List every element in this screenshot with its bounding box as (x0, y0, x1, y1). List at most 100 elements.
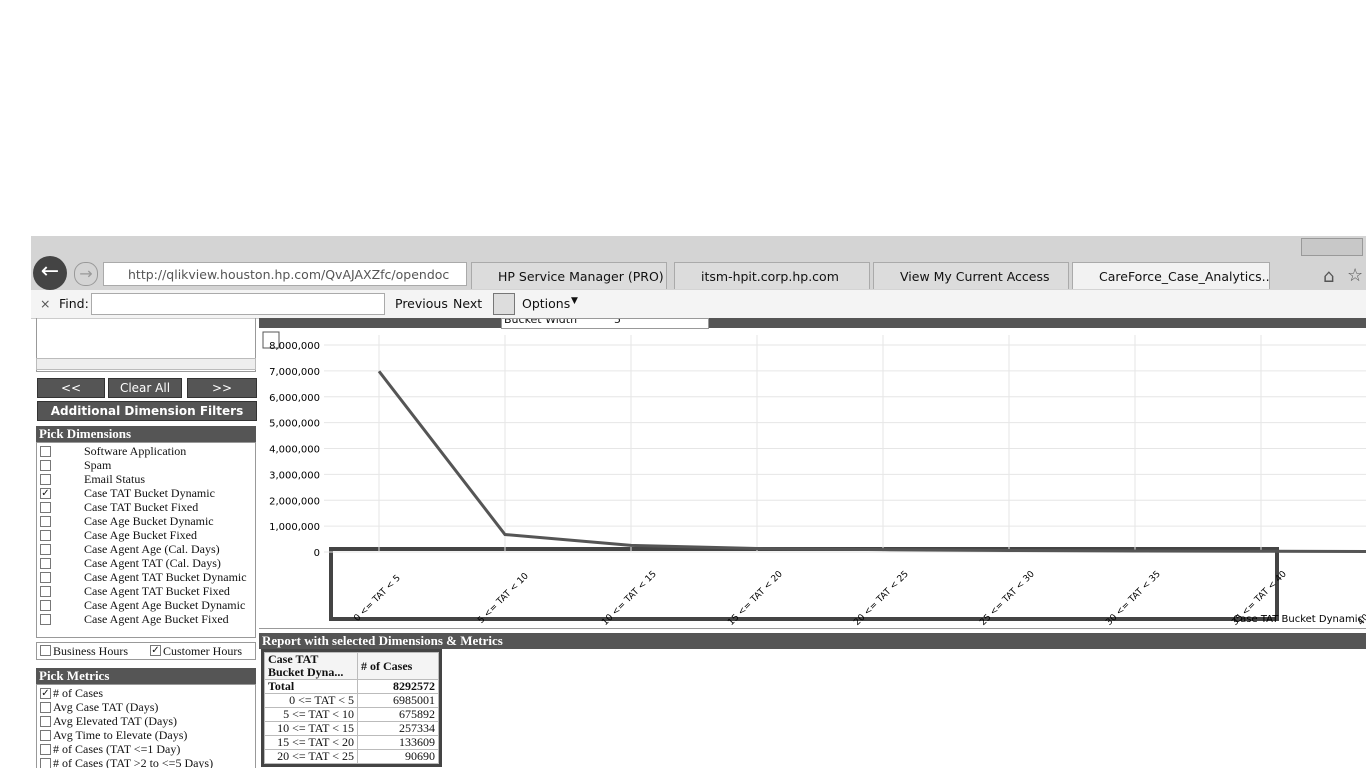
list-item[interactable]: Software Application (84, 444, 187, 458)
checkbox[interactable] (40, 600, 51, 611)
checkbox[interactable] (40, 614, 51, 625)
listbox (36, 318, 256, 372)
list-item[interactable]: Avg Elevated TAT (Days) (53, 714, 178, 728)
browser-tab[interactable]: View My Current Access (873, 262, 1069, 289)
additional-filters[interactable]: Additional Dimension Filters (37, 401, 257, 421)
checkbox[interactable] (40, 460, 51, 471)
checkbox[interactable] (40, 744, 51, 755)
list-item[interactable]: Case Agent Age (Cal. Days) (84, 542, 220, 556)
find-previous[interactable]: Previous (395, 296, 448, 311)
data-row: 20 <= TAT < 25 90690 (264, 749, 439, 764)
metric-list: ✓ # of Cases Avg Case TAT (Days) Avg Elevat… (36, 684, 256, 768)
window-controls[interactable] (1301, 238, 1363, 256)
chart-panel: Case TAT Bucket Dynamic 0 1,000,000 2,000,… (259, 318, 1366, 629)
report-table-frame: Case TAT Bucket Dyna... # of Cases Total 82… (261, 649, 442, 767)
checkbox[interactable] (40, 516, 51, 527)
nav-next[interactable]: >> (187, 378, 257, 398)
list-item[interactable]: Email Status (84, 472, 145, 486)
find-next[interactable]: Next (453, 296, 483, 311)
y-tick-label: 7,000,000 (269, 367, 320, 378)
browser-tab[interactable]: HP Service Manager (PRO) (471, 262, 667, 289)
data-line (377, 370, 1366, 553)
list-item[interactable]: # of Cases (TAT >2 to <=5 Days) (53, 756, 214, 768)
checkbox[interactable] (40, 530, 51, 541)
dimension-list: Software Application Spam Email Status ✓ Cas… (36, 442, 256, 638)
list-item[interactable]: Case Agent TAT Bucket Dynamic (84, 570, 247, 584)
favorites-icon[interactable]: ☆ (1347, 265, 1364, 286)
list-item[interactable]: Case TAT Bucket Dynamic (84, 486, 215, 500)
checkbox[interactable] (40, 645, 51, 656)
chart-type-icon[interactable] (262, 331, 280, 349)
cell: Total (264, 679, 358, 694)
checkbox[interactable] (40, 702, 51, 713)
x-axis-title: Case TAT Bucket Dynamic (1233, 614, 1363, 625)
checkbox[interactable] (40, 586, 51, 597)
nav-prev[interactable]: << (37, 378, 105, 398)
x-tick-label: 0 <= TAT < 5 (352, 573, 402, 623)
chart: Case TAT Bucket Dynamic 0 1,000,000 2,000,… (259, 318, 1366, 628)
checkbox[interactable] (40, 544, 51, 555)
highlight-box (329, 547, 1279, 621)
find-options[interactable]: Options (522, 296, 571, 311)
cell: 15 <= TAT < 20 (264, 735, 358, 750)
find-input[interactable] (91, 293, 385, 315)
popup-label: Bucket Width (504, 318, 578, 326)
checkbox[interactable]: ✓ (40, 688, 51, 699)
forward-button[interactable]: → (74, 262, 98, 286)
list-item[interactable]: Case Agent TAT (Cal. Days) (84, 556, 221, 570)
list-item[interactable]: # of Cases (53, 686, 103, 700)
cell: 257334 (357, 721, 439, 736)
checkbox[interactable] (40, 730, 51, 741)
address-bar[interactable]: http://qlikview.houston.hp.com/QvAJAXZfc… (103, 262, 467, 286)
list-item[interactable]: Avg Case TAT (Days) (53, 700, 159, 714)
clear-all[interactable]: Clear All (108, 378, 182, 398)
list-item[interactable]: Case Agent Age Bucket Dynamic (84, 598, 246, 612)
cell: 8292572 (357, 679, 439, 694)
browser-tab[interactable]: itsm-hpit.corp.hp.com (674, 262, 870, 289)
y-tick-label: 1,000,000 (269, 522, 320, 533)
checkbox[interactable] (40, 558, 51, 569)
list-item[interactable]: Spam (84, 458, 112, 472)
header-cell: Case TAT Bucket Dyna... (264, 652, 358, 680)
checkbox[interactable] (40, 758, 51, 768)
back-button[interactable]: ← (33, 256, 67, 290)
y-tick-label: 2,000,000 (269, 496, 320, 507)
checkbox[interactable] (40, 502, 51, 513)
checkbox[interactable] (40, 572, 51, 583)
list-item[interactable]: # of Cases (TAT <=1 Day) (53, 742, 181, 756)
highlight-button[interactable] (493, 293, 515, 315)
checkbox[interactable] (40, 474, 51, 485)
list-item[interactable]: Case Age Bucket Dynamic (84, 514, 214, 528)
home-icon[interactable]: ⌂ (1323, 266, 1335, 287)
hours-option[interactable]: Customer Hours (163, 644, 242, 658)
data-row: 15 <= TAT < 20 133609 (264, 735, 439, 750)
cell: 20 <= TAT < 25 (264, 749, 358, 764)
checkbox[interactable] (40, 446, 51, 457)
close-find[interactable]: × (40, 296, 51, 311)
popup: Bucket Width 5 (501, 318, 709, 329)
hours-option[interactable]: Business Hours (53, 644, 129, 658)
popup-value: 5 (614, 318, 621, 326)
checkbox[interactable]: ✓ (150, 645, 161, 656)
cell: 133609 (357, 735, 439, 750)
list-item[interactable]: Avg Time to Elevate (Days) (53, 728, 188, 742)
browser-tab[interactable]: CareForce_Case_Analytics.... (1072, 262, 1270, 289)
y-tick-label: 4,000,000 (269, 445, 320, 456)
y-tick-label: 0 (314, 548, 320, 559)
list-item[interactable]: Case TAT Bucket Fixed (84, 500, 199, 514)
cell: 90690 (357, 749, 439, 764)
data-row: 0 <= TAT < 5 6985001 (264, 693, 439, 708)
list-item[interactable]: Case Agent Age Bucket Fixed (84, 612, 229, 626)
chart-header (259, 318, 1366, 328)
options-arrow: ▼ (571, 296, 578, 306)
list-item[interactable]: Case Agent TAT Bucket Fixed (84, 584, 230, 598)
cell: 675892 (357, 707, 439, 722)
cell: 0 <= TAT < 5 (264, 693, 358, 708)
cell: 10 <= TAT < 15 (264, 721, 358, 736)
checkbox[interactable]: ✓ (40, 488, 51, 499)
checkbox[interactable] (40, 716, 51, 727)
find-label: Find: (59, 296, 89, 311)
scrollbar[interactable] (36, 358, 256, 370)
list-item[interactable]: Case Age Bucket Fixed (84, 528, 197, 542)
